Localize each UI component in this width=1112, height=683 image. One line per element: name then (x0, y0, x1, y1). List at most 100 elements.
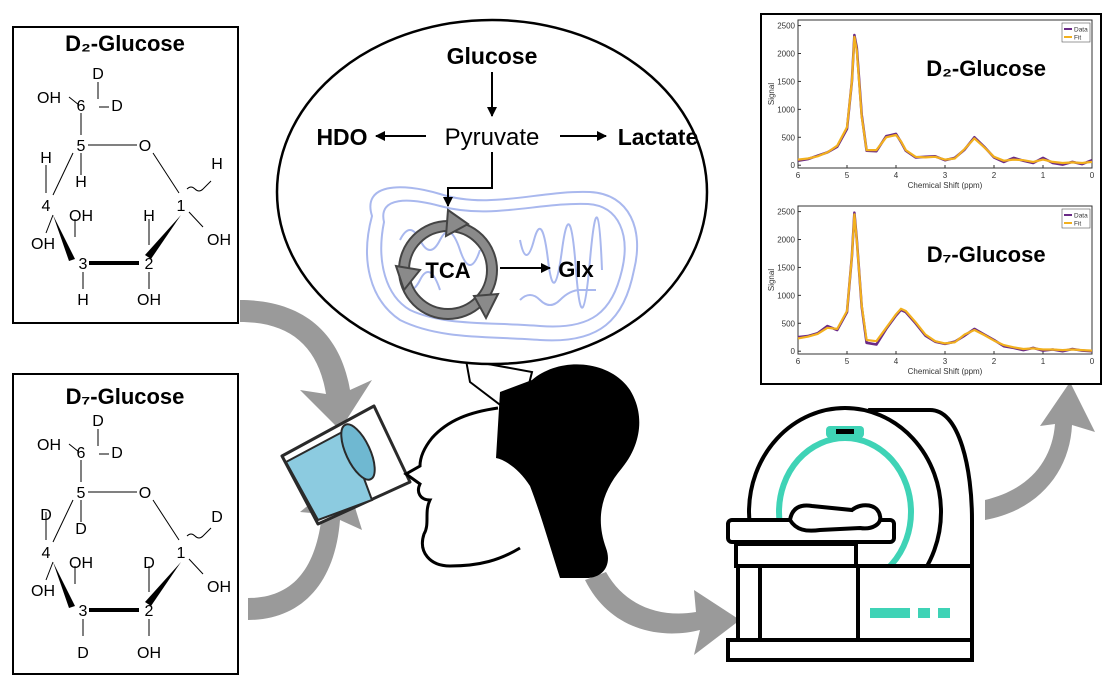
atom-c3-oh-top: OH (69, 208, 93, 225)
x-tick-label: 0 (1090, 171, 1095, 180)
y-tick-label: 2000 (777, 236, 795, 245)
head-silhouette-icon (403, 364, 640, 578)
atom-c1-label: 1 (177, 545, 186, 562)
molecule-d2-atoms: D OH 6 D 5 O H H H 1 4 OH H OH OH 3 2 H … (31, 66, 231, 309)
atom-c6-right-d: D (111, 445, 123, 462)
atom-c6-right-d: D (111, 98, 123, 115)
atom-c1-sub: D (211, 509, 223, 526)
glass-icon (280, 404, 412, 526)
atom-c2-oh: OH (137, 645, 161, 662)
y-axis-label: Signal (767, 269, 776, 291)
legend-entry: Data (1074, 213, 1088, 220)
y-tick-label: 500 (782, 319, 796, 328)
chart-title: D₇-Glucose (927, 242, 1046, 267)
y-tick-label: 0 (791, 347, 796, 356)
atom-c3-label: 3 (79, 603, 88, 620)
arrow-d2-to-glass-icon (240, 300, 372, 430)
y-tick-label: 1000 (777, 105, 795, 114)
pathway-labels: Glucose Pyruvate HDO Lactate TCA Glx (316, 43, 698, 283)
molecule-d2-title: D₂-Glucose (65, 31, 185, 56)
series-line-fit (797, 213, 1093, 352)
mri-scanner-icon (726, 406, 974, 662)
pathway-pyruvate: Pyruvate (445, 124, 540, 151)
x-axis-label: Chemical Shift (ppm) (908, 367, 983, 376)
molecule-d2-frame (12, 26, 239, 324)
molecule-d2-wedge-left (53, 215, 75, 261)
atom-ring-o: O (139, 485, 151, 502)
arrow-pyruvate-to-tca (443, 152, 493, 207)
plot-area (797, 19, 1093, 169)
x-tick-label: 6 (796, 357, 801, 366)
atom-c6-label: 6 (77, 98, 86, 115)
atom-c4-oh: OH (31, 236, 55, 253)
molecule-d2-wedge-right (145, 215, 181, 259)
atom-c2-label: 2 (145, 603, 154, 620)
y-tick-label: 0 (791, 161, 796, 170)
y-tick-label: 500 (782, 133, 796, 142)
x-tick-label: 2 (992, 357, 997, 366)
y-tick-label: 2500 (777, 22, 795, 31)
pathway-lactate: Lactate (618, 124, 699, 150)
atom-c6-label: 6 (77, 445, 86, 462)
atom-c5-label: 5 (77, 138, 86, 155)
series-line-fit (797, 35, 1093, 165)
y-axis-label: Signal (767, 83, 776, 105)
atom-c1-oh: OH (207, 232, 231, 249)
x-tick-label: 4 (894, 357, 899, 366)
atom-c1-oh: OH (207, 579, 231, 596)
y-tick-label: 1500 (777, 263, 795, 272)
molecule-d7-title: D₇-Glucose (66, 384, 185, 409)
atom-c2-oh: OH (137, 292, 161, 309)
legend-entry: Data (1074, 27, 1088, 34)
x-tick-label: 5 (845, 171, 850, 180)
atom-c3-oh-top: OH (69, 555, 93, 572)
atom-c4-label: 4 (42, 198, 51, 215)
atom-c5-sub-a: H (40, 150, 52, 167)
atom-c6-top-d: D (92, 413, 104, 430)
atom-c5-label: 5 (77, 485, 86, 502)
molecule-d7-wedge-left (53, 562, 75, 608)
x-tick-label: 1 (1041, 357, 1046, 366)
y-tick-label: 1500 (777, 77, 795, 86)
legend-entry: Fit (1074, 35, 1081, 42)
molecule-d7-panel: D₇-Glucose D OH 6 D 5 (12, 373, 239, 675)
x-tick-label: 3 (943, 357, 948, 366)
molecule-d2-panel: D₂-Glucose D OH 6 D 5 (12, 26, 239, 324)
molecule-d7-wedge-right (145, 562, 181, 606)
arrow-head-to-mri-icon (585, 572, 740, 655)
y-tick-label: 2000 (777, 50, 795, 59)
x-tick-label: 1 (1041, 171, 1046, 180)
molecule-d2-bonds (45, 82, 212, 289)
atom-c2-sub-top: D (143, 555, 155, 572)
atom-c3-sub-bottom: H (77, 292, 89, 309)
atom-c2-label: 2 (145, 256, 154, 273)
pathway-glucose: Glucose (447, 43, 538, 69)
arrow-mri-to-spectra-icon (985, 382, 1095, 520)
atom-c6-top-d: D (92, 66, 104, 83)
legend-entry: Fit (1074, 221, 1081, 228)
x-axis-label: Chemical Shift (ppm) (908, 181, 983, 190)
y-tick-label: 1000 (777, 291, 795, 300)
atom-c2-sub-top: H (143, 208, 155, 225)
atom-c5-sub-b: H (75, 174, 87, 191)
pathway-hdo: HDO (316, 124, 367, 150)
x-tick-label: 2 (992, 171, 997, 180)
x-tick-label: 3 (943, 171, 948, 180)
x-tick-label: 0 (1090, 357, 1095, 366)
atom-ring-o: O (139, 138, 151, 155)
x-tick-label: 6 (796, 171, 801, 180)
pathway-glx: Glx (558, 257, 594, 282)
molecule-d7-atoms: D OH 6 D 5 O D D D 1 4 OH D OH OH 3 2 D … (31, 413, 231, 662)
atom-c6-oh: OH (37, 90, 61, 107)
y-tick-label: 2500 (777, 208, 795, 217)
x-tick-label: 5 (845, 357, 850, 366)
spectrum-chart-d7: 6 5 4 3 2 1 0 0 500 1000 1500 2000 2500 Chemical Shif… (767, 205, 1095, 376)
atom-c3-label: 3 (79, 256, 88, 273)
atom-c1-label: 1 (177, 198, 186, 215)
molecule-d7-frame (12, 373, 239, 675)
chart-title: D₂-Glucose (926, 56, 1046, 81)
tca-cycle-icon (394, 208, 500, 321)
atom-c5-sub-b: D (75, 521, 87, 538)
